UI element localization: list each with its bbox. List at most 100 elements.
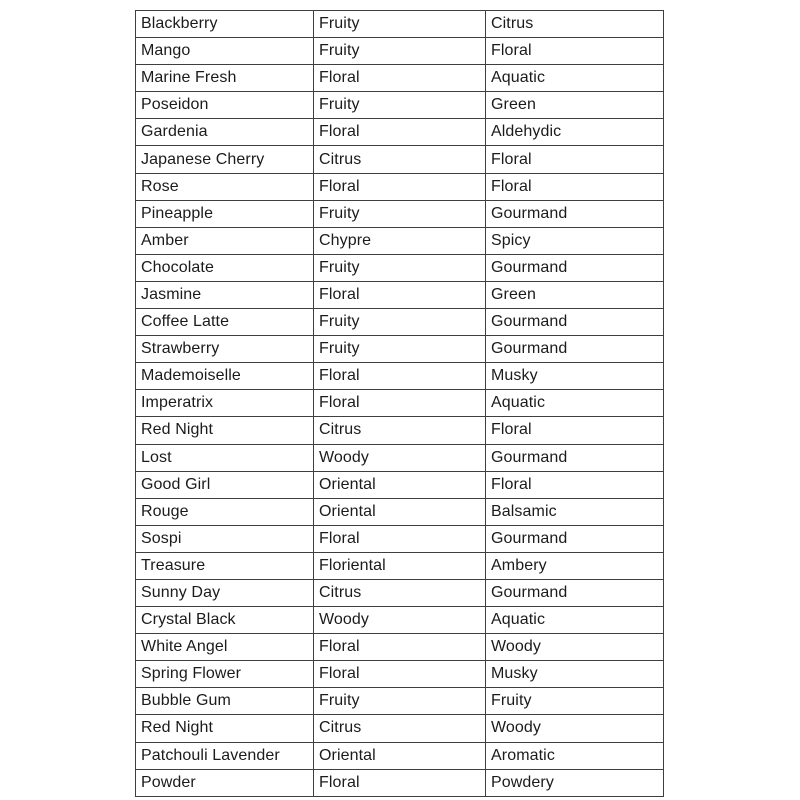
scent-note-cell: Powdery [485, 768, 664, 798]
scent-family-cell: Oriental [313, 497, 486, 526]
fragrance-name-cell: Marine Fresh [135, 64, 314, 93]
scent-note-cell: Green [485, 280, 664, 310]
scent-family-cell: Citrus [313, 145, 486, 174]
scent-note-cell: Aquatic [485, 64, 664, 93]
scent-note-cell: Woody [485, 633, 664, 662]
fragrance-name-cell: Red Night [135, 416, 314, 445]
scent-note-cell: Floral [485, 416, 664, 445]
scent-note-cell: Fruity [485, 687, 664, 716]
scent-note-cell: Floral [485, 470, 664, 499]
table-row: White Angel Floral Woody [135, 633, 664, 662]
scent-note-cell: Floral [485, 37, 664, 66]
scent-family-cell: Floral [313, 172, 486, 201]
table-row: Powder Floral Powdery [135, 768, 664, 798]
scent-note-cell: Ambery [485, 551, 664, 580]
scent-note-cell: Aquatic [485, 606, 664, 635]
scent-family-cell: Oriental [313, 741, 486, 770]
scent-family-cell: Citrus [313, 578, 486, 608]
scent-family-cell: Woody [313, 443, 486, 472]
scent-note-cell: Gourmand [485, 578, 664, 608]
table-row: Chocolate Fruity Gourmand [135, 253, 664, 282]
scent-note-cell: Gourmand [485, 253, 664, 282]
scent-note-cell: Aromatic [485, 741, 664, 770]
scent-family-cell: Fruity [313, 335, 486, 364]
scent-note-cell: Citrus [485, 9, 664, 39]
scent-note-cell: Gourmand [485, 308, 664, 337]
fragrance-name-cell: Mademoiselle [135, 362, 314, 391]
table-row: Lost Woody Gourmand [135, 443, 664, 472]
scent-note-cell: Spicy [485, 226, 664, 255]
table-row: Treasure Floriental Ambery [135, 551, 664, 580]
scent-family-cell: Fruity [313, 9, 486, 39]
scent-note-cell: Musky [485, 660, 664, 689]
scent-family-cell: Floriental [313, 551, 486, 580]
scent-family-cell: Floral [313, 280, 486, 310]
fragrance-name-cell: Crystal Black [135, 606, 314, 635]
fragrance-name-cell: Treasure [135, 551, 314, 580]
table-row: Rouge Oriental Balsamic [135, 497, 664, 526]
table-row: Crystal Black Woody Aquatic [135, 606, 664, 635]
table-row: Imperatrix Floral Aquatic [135, 389, 664, 418]
scent-family-cell: Floral [313, 389, 486, 418]
table-row: Mango Fruity Floral [135, 37, 664, 66]
scent-family-cell: Fruity [313, 37, 486, 66]
scent-family-cell: Floral [313, 768, 486, 798]
scent-family-cell: Fruity [313, 687, 486, 716]
scent-family-cell: Floral [313, 362, 486, 391]
table-row: Sunny Day Citrus Gourmand [135, 578, 664, 608]
fragrance-name-cell: Strawberry [135, 335, 314, 364]
scent-family-cell: Citrus [313, 714, 486, 743]
fragrance-name-cell: Rouge [135, 497, 314, 526]
table-row: Gardenia Floral Aldehydic [135, 118, 664, 147]
scent-note-cell: Green [485, 91, 664, 120]
scent-family-cell: Floral [313, 633, 486, 662]
fragrance-name-cell: Imperatrix [135, 389, 314, 418]
scent-family-cell: Floral [313, 660, 486, 689]
fragrance-name-cell: Red Night [135, 714, 314, 743]
scent-family-cell: Oriental [313, 470, 486, 499]
fragrance-name-cell: Sospi [135, 524, 314, 553]
fragrance-name-cell: Powder [135, 768, 314, 798]
fragrance-name-cell: Poseidon [135, 91, 314, 120]
scent-family-cell: Fruity [313, 308, 486, 337]
scent-note-cell: Floral [485, 172, 664, 201]
table-row: Jasmine Floral Green [135, 280, 664, 310]
fragrance-name-cell: Coffee Latte [135, 308, 314, 337]
table-row: Poseidon Fruity Green [135, 91, 664, 120]
scent-note-cell: Floral [485, 145, 664, 174]
fragrance-name-cell: Blackberry [135, 9, 314, 39]
scent-family-cell: Citrus [313, 416, 486, 445]
fragrance-name-cell: Bubble Gum [135, 687, 314, 716]
scent-family-cell: Floral [313, 524, 486, 553]
fragrance-name-cell: Gardenia [135, 118, 314, 147]
table-row: Marine Fresh Floral Aquatic [135, 64, 664, 93]
table-row: Patchouli Lavender Oriental Aromatic [135, 741, 664, 770]
scent-note-cell: Gourmand [485, 335, 664, 364]
fragrance-name-cell: Mango [135, 37, 314, 66]
fragrance-name-cell: Pineapple [135, 199, 314, 228]
table-row: Mademoiselle Floral Musky [135, 362, 664, 391]
fragrance-name-cell: Rose [135, 172, 314, 201]
table-row: Amber Chypre Spicy [135, 226, 664, 255]
scent-family-cell: Woody [313, 606, 486, 635]
fragrance-notes-table: Blackberry Fruity Citrus Mango Fruity Floral M… [135, 9, 664, 798]
table-row: Strawberry Fruity Gourmand [135, 335, 664, 364]
fragrance-name-cell: Japanese Cherry [135, 145, 314, 174]
fragrance-name-cell: Jasmine [135, 280, 314, 310]
table-row: Red Night Citrus Woody [135, 714, 664, 743]
fragrance-name-cell: Sunny Day [135, 578, 314, 608]
scent-note-cell: Aldehydic [485, 118, 664, 147]
scent-note-cell: Gourmand [485, 199, 664, 228]
scent-family-cell: Chypre [313, 226, 486, 255]
scent-note-cell: Musky [485, 362, 664, 391]
fragrance-name-cell: Lost [135, 443, 314, 472]
scent-family-cell: Fruity [313, 199, 486, 228]
scent-note-cell: Woody [485, 714, 664, 743]
scent-family-cell: Floral [313, 64, 486, 93]
table-row: Japanese Cherry Citrus Floral [135, 145, 664, 174]
table-row: Good Girl Oriental Floral [135, 470, 664, 499]
scent-note-cell: Gourmand [485, 443, 664, 472]
fragrance-name-cell: Amber [135, 226, 314, 255]
scent-note-cell: Balsamic [485, 497, 664, 526]
